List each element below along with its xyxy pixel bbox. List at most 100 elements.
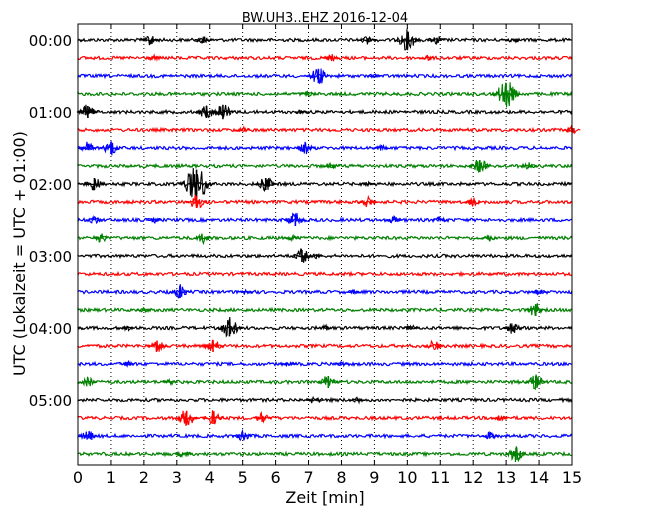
trace-line [77,252,573,260]
x-tick-label: 15 [562,468,582,487]
seismic-event [322,54,340,62]
x-tick-label: 8 [336,468,346,487]
seismic-event [504,37,521,44]
plot-frame [77,23,573,466]
seismic-event [502,323,523,334]
seismic-event [193,233,213,246]
y-tick-label: 02:00 [29,176,72,194]
seismic-event [85,214,104,225]
x-tick-label: 2 [139,468,149,487]
seismic-event [174,451,192,458]
trace-line [77,126,573,134]
seismic-event [294,109,310,115]
y-axis-label: UTC (Lokalzeit = UTC + 01:00) [10,131,29,376]
trace-line [77,270,573,278]
seismic-event [401,323,420,330]
trace-line [77,198,573,206]
seismic-event [162,377,178,387]
x-tick-label: 6 [271,468,281,487]
seismic-event [306,252,323,260]
seismic-event [78,376,98,387]
trace-lines [77,37,573,458]
seismic-event [77,141,98,152]
x-tick-label: 13 [496,468,516,487]
seismic-event [77,430,98,441]
trace-line [77,144,573,152]
seismic-event [358,35,378,45]
seismic-event [490,82,521,108]
trace-line [77,180,573,188]
seismic-event [372,143,389,152]
x-tick-label: 3 [172,468,182,487]
seismic-event [91,233,111,243]
seismic-event [232,428,253,441]
seismic-event [119,359,135,368]
seismic-event [463,197,483,207]
trace-line [77,216,573,224]
x-axis-label: Zeit [min] [285,488,365,507]
seismic-event [234,125,251,132]
trace-line [77,396,573,404]
seismic-event [418,54,435,61]
seismic-event [333,360,349,368]
x-tick-label: 12 [463,468,483,487]
seismic-event [119,325,135,332]
seismic-event [520,162,538,170]
seismic-event [349,396,366,405]
trace-line [77,72,573,80]
seismic-event [530,289,547,296]
seismic-event [252,410,272,424]
x-tick-label: 5 [238,468,248,487]
trace-line [77,108,573,116]
seismic-event [316,323,333,331]
seismic-event [284,233,300,243]
seismic-event [347,288,362,295]
seismic-event [145,216,162,224]
seismic-event [431,216,449,223]
x-tick-label: 1 [106,468,116,487]
seismic-event [427,36,446,45]
seismic-event [357,194,378,208]
seismic-event [135,306,152,313]
y-tick-label: 00:00 [29,32,72,50]
x-tick-label: 9 [369,468,379,487]
minute-grid [110,24,540,465]
x-tick-label: 7 [303,468,313,487]
chart-title: BW.UH3..EHZ 2016-12-04 [241,11,409,26]
seismic-event [366,73,382,78]
x-tick-label: 10 [397,468,417,487]
seismic-event [237,288,254,295]
seismic-event [145,53,162,62]
trace-line [77,90,573,98]
seismic-event [385,215,403,224]
seismic-event [305,395,324,404]
seismic-event [322,162,341,170]
y-tick-label: 04:00 [29,320,72,338]
seismic-event [360,180,376,188]
trace-line [77,306,573,314]
seismic-event [481,234,498,242]
x-tick-label: 4 [205,468,215,487]
trace-line [77,288,573,296]
x-tick-label: 14 [529,468,549,487]
y-tick-label: 05:00 [29,392,72,410]
x-tick-label: 11 [430,468,450,487]
seismic-event [490,415,508,422]
trace-line [77,414,573,422]
trace-line [77,360,573,368]
seismic-events [76,29,581,463]
trace-line [77,234,573,242]
seismic-event [140,35,161,46]
y-tick-label: 01:00 [29,104,72,122]
seismic-event [480,430,499,440]
seismic-event [280,361,297,367]
y-tick-label: 03:00 [29,248,72,266]
trace-line [77,450,573,458]
seismic-event [423,339,444,350]
axis-ticks: 0 1 2 3 4 5 6 7 8 9 10 11 12 13 14 1500:0001:0002:0003:… [29,24,582,487]
seismic-event [168,284,191,299]
seismic-event [294,141,316,155]
seismic-event [194,36,212,44]
seismic-event [300,90,317,98]
